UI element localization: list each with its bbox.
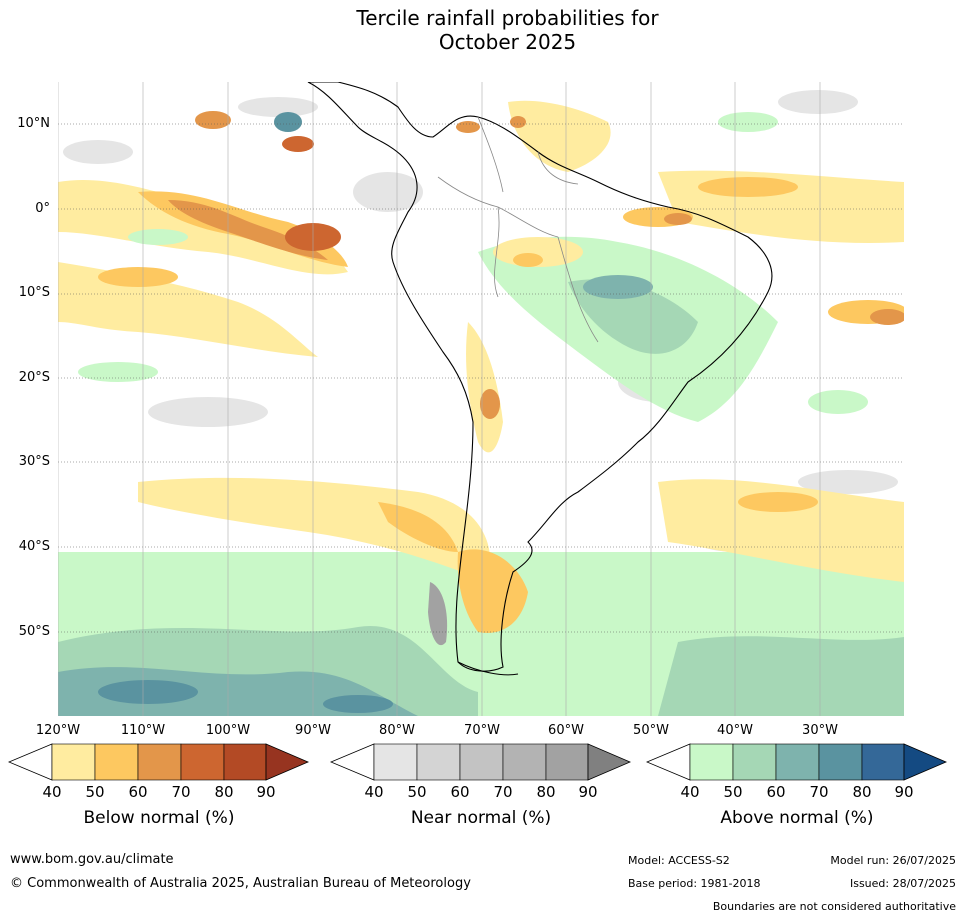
footer-copyright: © Commonwealth of Australia 2025, Austra… [10,876,471,891]
footer-model: Model: ACCESS-S2 [628,854,730,867]
colorbar-near-tick-70: 70 [493,783,513,801]
colorbar-near-tick-50: 50 [407,783,427,801]
map-title: Tercile rainfall probabilities for Octob… [0,6,965,54]
colorbar-near-tick-80: 80 [536,783,556,801]
colorbar-above-tick-70: 70 [809,783,829,801]
colorbar-below-tick-90: 90 [256,783,276,801]
colorbar-near-tick-90: 90 [578,783,598,801]
colorbar-above-normal [646,743,948,781]
lat-label-20s: 20°S [18,370,50,385]
colorbar-below-tick-80: 80 [214,783,234,801]
lon-label-30w: 30°W [802,723,838,738]
lat-label-10n: 10°N [17,116,50,131]
colorbar-above-title: Above normal (%) [720,808,874,828]
colorbar-near-tick-60: 60 [450,783,470,801]
colorbar-below-tick-40: 40 [42,783,62,801]
lon-label-80w: 80°W [379,723,415,738]
colorbar-above-tick-40: 40 [680,783,700,801]
footer-issued: Issued: 28/07/2025 [849,877,956,890]
colorbar-near-normal [330,743,632,781]
colorbar-above-tick-90: 90 [894,783,914,801]
lat-label-0: 0° [35,201,50,216]
lon-label-50w: 50°W [633,723,669,738]
colorbar-below-tick-70: 70 [171,783,191,801]
colorbar-above-tick-80: 80 [852,783,872,801]
lon-label-100w: 100°W [205,723,251,738]
colorbar-below-title: Below normal (%) [83,808,235,828]
colorbar-near-title: Near normal (%) [410,808,552,828]
lon-label-60w: 60°W [548,723,584,738]
colorbar-below-tick-50: 50 [85,783,105,801]
lon-label-110w: 110°W [120,723,166,738]
lat-label-50s: 50°S [18,624,50,639]
footer-disclaimer: Boundaries are not considered authoritat… [712,900,956,913]
colorbar-near-tick-40: 40 [364,783,384,801]
lon-label-40w: 40°W [717,723,753,738]
colorbar-below-tick-60: 60 [128,783,148,801]
lat-label-40s: 40°S [18,539,50,554]
lat-label-10s: 10°S [18,285,50,300]
rainfall-probability-map [58,82,904,716]
colorbar-above-tick-50: 50 [723,783,743,801]
colorbar-below-normal [8,743,310,781]
colorbar-above-tick-60: 60 [766,783,786,801]
lon-label-70w: 70°W [464,723,500,738]
map-canvas [58,82,904,716]
lon-label-120w: 120°W [35,723,81,738]
lat-label-30s: 30°S [18,454,50,469]
footer-base-period: Base period: 1981-2018 [628,877,761,890]
title-line-1: Tercile rainfall probabilities for [356,6,659,30]
lon-label-90w: 90°W [295,723,331,738]
footer-url[interactable]: www.bom.gov.au/climate [10,852,174,867]
footer-model-run: Model run: 26/07/2025 [830,854,956,867]
title-line-2: October 2025 [438,30,577,54]
